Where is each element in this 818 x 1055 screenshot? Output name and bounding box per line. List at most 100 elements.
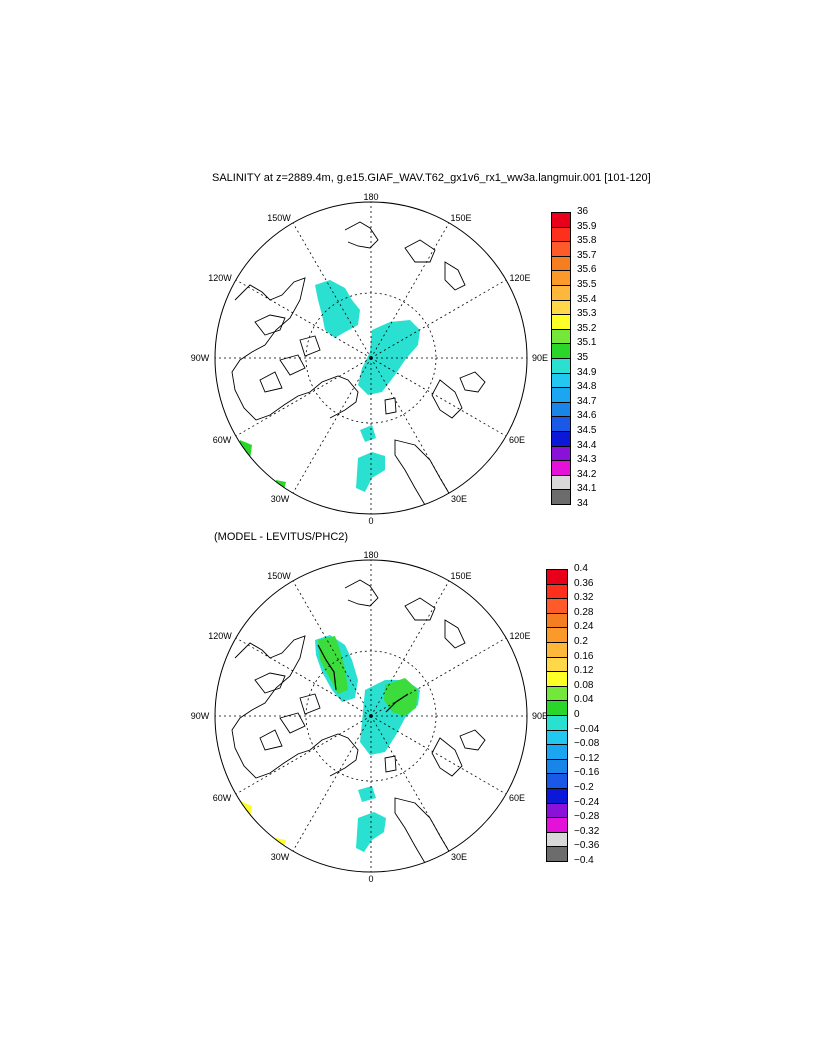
colorbar-label: 0.32 [574, 592, 594, 604]
difference-subtitle: (MODEL - LEVITUS/PHC2) [214, 531, 349, 543]
colorbar-label: 34 [577, 498, 589, 509]
colorbar-label: −0.12 [574, 752, 600, 764]
lon-label-150e: 150E [450, 213, 472, 223]
colorbar-swatch [546, 583, 568, 600]
difference-patch-green [318, 636, 348, 694]
colorbar-label: 35.5 [577, 279, 597, 290]
lon-label-150w: 150W [267, 571, 291, 581]
lon-label-60w: 60W [212, 793, 232, 803]
colorbar-label: 34.2 [577, 468, 597, 480]
colorbar-swatch [546, 598, 568, 614]
colorbar-label: 35.7 [577, 249, 597, 261]
colorbar-label: 35.4 [577, 293, 597, 305]
colorbar-label: 35.1 [577, 337, 597, 349]
colorbar-label: 34.3 [577, 454, 597, 466]
lon-label-120w: 120W [208, 273, 232, 283]
lon-label-150w: 150W [267, 213, 291, 223]
colorbar-label: −0.2 [574, 782, 594, 793]
salinity-patch-cyan [315, 280, 360, 338]
colorbar-swatch [546, 569, 568, 585]
colorbar-swatch [546, 788, 568, 804]
graticule [215, 202, 527, 514]
colorbar-label: 35.8 [577, 235, 597, 247]
lon-label-90e: 90E [531, 711, 549, 721]
colorbar-label: 34.9 [577, 366, 597, 378]
lon-label-0: 0 [368, 874, 374, 884]
lon-label-90w: 90W [190, 353, 210, 363]
colorbar-swatch [546, 846, 568, 862]
colorbar-label: −0.24 [574, 796, 600, 808]
lon-label-30e: 30E [450, 852, 468, 862]
colorbar-label: 35.6 [577, 264, 597, 276]
colorbar-label: 36 [577, 206, 589, 217]
colorbar-label: 34.8 [577, 381, 597, 393]
lon-label-90w: 90W [190, 711, 210, 721]
lon-label-60e: 60E [508, 435, 526, 445]
colorbar-label: −0.4 [574, 855, 594, 866]
colorbar-swatch [546, 802, 568, 819]
lon-label-60e: 60E [508, 793, 526, 803]
lon-label-180: 180 [363, 550, 379, 560]
colorbar-label: 0.08 [574, 679, 594, 691]
difference-patch-yellow [276, 838, 286, 846]
colorbar-label: 0.12 [574, 665, 594, 677]
lon-label-90e: 90E [531, 353, 549, 363]
colorbar-swatch [546, 817, 568, 833]
colorbar-label: 0.4 [574, 563, 588, 574]
lon-label-120w: 120W [208, 631, 232, 641]
colorbar-label: −0.32 [574, 825, 600, 837]
plot-title: SALINITY at z=2889.4m, g.e15.GIAF_WAV.T6… [212, 172, 651, 184]
colorbar-swatch [546, 773, 568, 789]
colorbar-label: 0.04 [574, 694, 594, 706]
colorbar-swatch [546, 729, 568, 746]
lon-label-30w: 30W [270, 852, 290, 862]
lon-label-150e: 150E [450, 571, 472, 581]
colorbar-label: −0.16 [574, 767, 600, 779]
difference-patch-green [384, 678, 418, 716]
colorbar-label: 34.4 [577, 439, 597, 451]
colorbar-swatch [546, 700, 568, 716]
map-boundary [214, 201, 528, 515]
colorbar-swatch [546, 642, 568, 658]
salinity-patch-cyan [356, 452, 385, 492]
lon-label-30w: 30W [270, 494, 290, 504]
colorbar-swatch [551, 489, 571, 505]
salinity-patch-cyan [358, 320, 420, 395]
colorbar-swatch [546, 656, 568, 673]
colorbar-swatch [546, 758, 568, 775]
colorbar-label: 0.24 [574, 621, 594, 633]
lon-label-120e: 120E [509, 273, 531, 283]
lon-label-0: 0 [368, 516, 374, 526]
colorbar-label: 34.7 [577, 395, 597, 407]
colorbar-label: −0.36 [574, 840, 600, 852]
colorbar-label: −0.08 [574, 738, 600, 750]
colorbar-label: 35.3 [577, 308, 597, 320]
colorbar-label: 34.5 [577, 425, 597, 436]
salinity-polar-map [214, 201, 528, 515]
lon-label-30e: 30E [450, 494, 468, 504]
colorbar-label: 35 [577, 352, 589, 363]
difference-patch-yellow [238, 800, 252, 822]
salinity-map-panel: 180 0 90W 90E 150W 150E 120W 120E 60W 60… [190, 192, 549, 526]
colorbar-label: −0.04 [574, 723, 600, 735]
difference-patch-cyan [358, 786, 376, 802]
colorbar-label: −0.28 [574, 811, 600, 823]
lon-label-120e: 120E [509, 631, 531, 641]
colorbar-label: 34.6 [577, 410, 597, 422]
colorbar-swatch [546, 715, 568, 731]
graticule [215, 560, 527, 872]
map-boundary [214, 559, 528, 873]
colorbar-label: 0.28 [574, 606, 594, 618]
colorbar-swatch [546, 612, 568, 629]
colorbar-label: 0 [574, 709, 580, 720]
colorbar-label: 0.36 [574, 577, 594, 589]
lon-label-60w: 60W [212, 435, 232, 445]
colorbar-swatch [546, 744, 568, 760]
salinity-patch-cyan [360, 425, 376, 442]
colorbar-swatch [546, 627, 568, 643]
colorbar-label: 34.1 [577, 483, 597, 495]
colorbar-swatch [546, 831, 568, 848]
lon-label-180: 180 [363, 192, 379, 202]
